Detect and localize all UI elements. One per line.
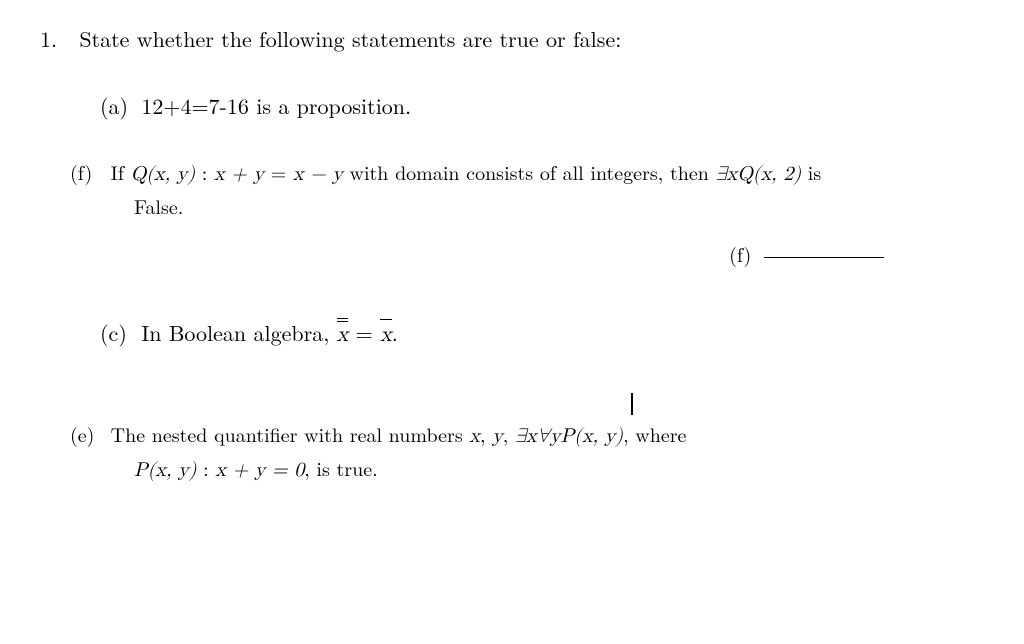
item-c-eq: = (348, 317, 380, 348)
item-e-prefix: The nested quantifier with real numbers (111, 419, 470, 448)
item-f-eqright: x − y (293, 164, 343, 184)
item-f-prefix: If (111, 157, 131, 186)
item-c-rhs: x (380, 320, 392, 351)
item-e-where: , where (623, 419, 686, 448)
item-a-label: (a) (100, 91, 134, 122)
item-c: (c) In Boolean algebra, x = x. (100, 318, 984, 351)
item-c-lhs: x (337, 320, 349, 351)
item-e-p1: P(x, y) (561, 426, 624, 446)
item-c-label: (c) (100, 318, 134, 349)
item-f-midtext: with domain consists of all integers, th… (343, 157, 716, 186)
item-e-c2: , (503, 419, 515, 448)
item-c-prefix: In Boolean algebra, (141, 317, 336, 348)
problem-stem: 1. State whether the following statement… (40, 24, 984, 55)
item-e-line2-p: P(x, y) (134, 460, 197, 480)
item-a-text: 12+4=7-16 is a proposition. (141, 90, 411, 121)
item-f: (f) If Q(x, y) : x + y = x − y with doma… (70, 158, 984, 220)
item-e-x: x (469, 426, 480, 446)
item-e-line2-tail: , is true. (304, 453, 378, 482)
blank-line-f[interactable] (764, 257, 884, 258)
item-e-label: (e) (70, 420, 104, 448)
item-f-label: (f) (70, 158, 104, 186)
item-e-c1: , (480, 419, 492, 448)
item-c-period: . (392, 317, 398, 348)
item-e-line2: P(x, y) : x + y = 0, is true. (134, 454, 984, 484)
item-f-line2: False. (134, 192, 984, 220)
stem-text: State whether the following statements a… (79, 23, 621, 54)
item-f-eqmid: = (264, 157, 293, 186)
text-cursor-icon (631, 393, 633, 415)
text-cursor-wrap (280, 386, 984, 410)
item-f-exists: ∃x (716, 164, 738, 184)
item-a: (a) 12+4=7-16 is a proposition. (100, 91, 984, 122)
item-f-colon: : (195, 157, 214, 186)
problem-number: 1. (40, 24, 72, 55)
item-e: (e) The nested quantifier with real numb… (70, 420, 984, 484)
item-e-y: y (492, 426, 503, 446)
item-e-quant: ∃x∀y (515, 426, 561, 446)
item-f-eqleft: x + y (214, 164, 264, 184)
item-e-line2-colon: : (197, 453, 216, 482)
item-f-tail: is (801, 157, 821, 186)
item-e-line2-eq: x + y = 0 (215, 460, 304, 480)
item-f-q2: Q(x, 2) (737, 164, 801, 184)
item-f-q: Q(x, y) (131, 164, 195, 184)
answer-f-label: (f) (729, 239, 751, 268)
answer-blank-f: (f) (40, 240, 984, 268)
